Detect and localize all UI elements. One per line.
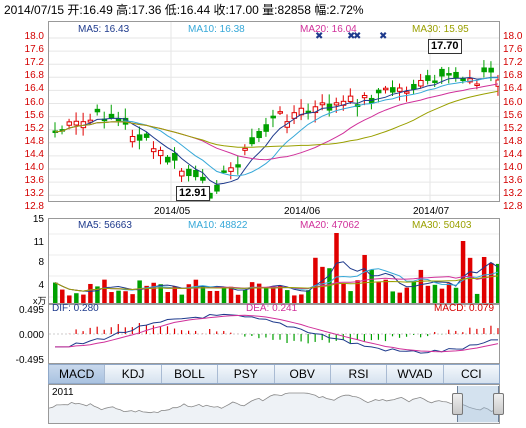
price-y-tick: 16.4 [24, 83, 44, 95]
price-y-tick: 13.2 [503, 188, 523, 200]
volume-y-tick: 15 [32, 214, 44, 225]
volume-ma30-legend: MA30: 50403 [412, 220, 472, 231]
price-y-tick: 17.6 [503, 44, 523, 56]
tab-psy[interactable]: PSY [218, 365, 275, 383]
macd-plot[interactable] [49, 305, 499, 363]
volume-y-tick: 4 [38, 280, 44, 291]
tab-cci[interactable]: CCI [460, 367, 482, 381]
price-ma30-legend: MA30: 15.95 [412, 24, 469, 35]
macd-y-tick: -0.495 [15, 355, 44, 366]
volume-chart[interactable] [48, 218, 501, 304]
price-y-tick: 16.0 [503, 96, 523, 108]
price-y-tick: 14.0 [503, 162, 523, 173]
x-tick-label: 2014/05 [154, 206, 191, 217]
price-ma20-legend: MA20: 16.04 [300, 24, 357, 35]
volume-y-tick: 11 [33, 237, 44, 248]
price-ma5-legend: MA5: 16.43 [78, 24, 130, 35]
price-y-tick: 13.2 [24, 188, 44, 200]
period-low-label: 12.91 [176, 186, 210, 201]
price-y-tick: 14.0 [24, 162, 44, 173]
price-y-tick: 16.8 [24, 70, 44, 82]
volume-ma5-legend: MA5: 56663 [78, 220, 132, 231]
time-range-navigator[interactable]: 2011 [48, 384, 504, 424]
quote-summary: 2014/07/15 开:16.49 高:17.36 低:16.44 收:17.… [4, 3, 364, 17]
price-y-tick: 17.6 [24, 44, 44, 56]
volume-y-tick: 8 [38, 257, 44, 268]
price-y-tick: 16.4 [503, 83, 523, 95]
price-y-tick: 14.4 [503, 148, 523, 160]
indicator-tab-bar: MACD KDJ BOLL PSY OBV RSI WVAD CCI [48, 364, 500, 384]
navigator-overview-plot [48, 392, 499, 423]
price-y-tick: 14.8 [503, 135, 523, 147]
price-y-tick: 13.6 [503, 175, 523, 187]
navigator-year-label: 2011 [52, 387, 74, 398]
price-y-tick: 15.6 [24, 109, 44, 121]
x-tick-label: 2014/07 [413, 206, 450, 217]
svg-text:✖: ✖ [347, 31, 355, 42]
price-y-tick: 16.8 [503, 70, 523, 82]
volume-bars-plot[interactable] [49, 219, 501, 303]
price-ma10-legend: MA10: 16.38 [188, 24, 245, 35]
volume-ma20-legend: MA20: 47062 [300, 220, 360, 231]
price-y-tick: 15.2 [503, 122, 523, 134]
volume-unit-label: x万 [33, 296, 47, 306]
navigator-left-handle[interactable] [452, 393, 463, 415]
macd-y-tick: 0.000 [18, 330, 44, 341]
price-y-tick: 15.2 [24, 122, 44, 134]
period-high-label: 17.70 [428, 39, 462, 54]
price-y-tick: 12.8 [24, 201, 44, 213]
volume-ma10-legend: MA10: 48822 [188, 220, 248, 231]
tab-wvad[interactable]: WVAD [387, 365, 444, 383]
macd-y-tick: 0.495 [18, 305, 44, 316]
price-y-tick: 13.6 [24, 175, 44, 187]
tab-rsi[interactable]: RSI [331, 365, 388, 383]
tab-boll[interactable]: BOLL [162, 365, 219, 383]
tab-obv[interactable]: OBV [275, 365, 331, 383]
svg-text:✖: ✖ [315, 31, 323, 42]
tab-kdj[interactable]: KDJ [105, 365, 162, 383]
x-tick-label: 2014/06 [284, 206, 321, 217]
navigator-right-handle[interactable] [493, 393, 504, 415]
price-y-tick: 14.8 [24, 135, 44, 147]
price-y-tick: 18.0 [503, 31, 523, 42]
macd-value-legend: MACD: 0.079 [434, 303, 495, 314]
tab-macd[interactable]: MACD [49, 365, 106, 383]
svg-text:✖: ✖ [353, 31, 361, 42]
macd-dif-legend: DIF: 0.280 [52, 303, 99, 314]
price-y-tick: 16.0 [24, 96, 44, 108]
price-chart[interactable]: ✖ ✖ ✖ ✖ [48, 21, 501, 209]
svg-text:✖: ✖ [379, 31, 387, 42]
macd-chart[interactable] [48, 304, 500, 364]
macd-dea-legend: DEA: 0.241 [246, 303, 298, 314]
price-y-tick: 17.2 [24, 57, 44, 69]
price-y-tick: 17.2 [503, 57, 523, 69]
price-y-tick: 12.8 [503, 201, 523, 213]
price-y-tick: 15.6 [503, 109, 523, 121]
price-y-tick: 18.0 [24, 31, 44, 42]
price-y-tick: 14.4 [24, 148, 44, 160]
